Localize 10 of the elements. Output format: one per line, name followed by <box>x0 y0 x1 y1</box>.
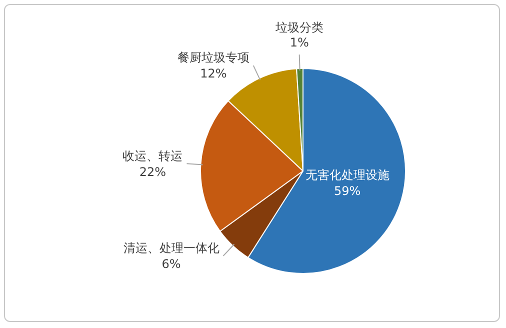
slice-label: 无害化处理设施 <box>305 168 390 182</box>
data-label: 1% <box>290 36 309 50</box>
data-label: 22% <box>139 164 166 179</box>
data-label: 59% <box>334 184 361 198</box>
slice-label: 餐厨垃圾专项 <box>177 50 250 65</box>
slice-label: 垃圾分类 <box>274 20 324 35</box>
data-label: 6% <box>162 257 181 272</box>
slice-label: 清运、处理一体化 <box>123 241 220 256</box>
slice-label: 收运、转运 <box>122 148 183 163</box>
data-label: 12% <box>200 66 227 81</box>
